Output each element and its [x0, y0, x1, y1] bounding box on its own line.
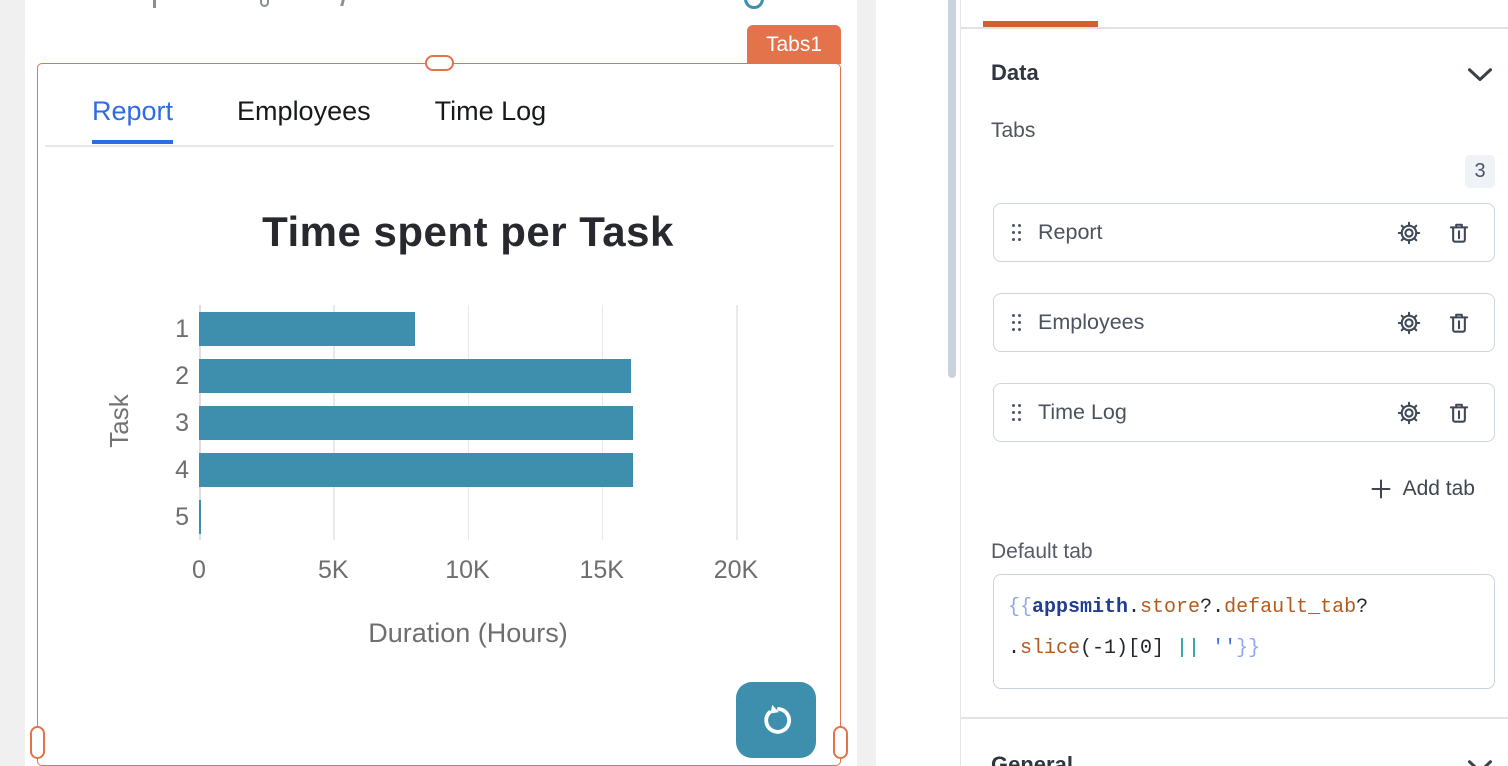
drag-handle-icon[interactable]: [1010, 312, 1023, 334]
chart-title: Time spent per Task: [262, 208, 674, 255]
code-token: .: [1128, 596, 1141, 619]
bar[interactable]: [199, 311, 416, 346]
code-token: [1200, 637, 1212, 660]
x-axis-tick-label: 5K: [317, 556, 349, 584]
bar[interactable]: [199, 499, 201, 534]
resize-handle-bottom-right[interactable]: [833, 726, 848, 759]
resize-handle-bottom-left[interactable]: [30, 726, 45, 759]
add-tab-button[interactable]: Add tab: [1371, 477, 1475, 501]
chart-y-axis-label: Task: [104, 394, 134, 448]
y-axis-category-label: 4: [175, 455, 189, 484]
chart-plot-area: 0 5K 10K 15K 20K 1 2 3 4 5: [175, 305, 758, 584]
x-axis-tick-label: 10K: [445, 556, 490, 584]
x-axis-tick-label: 0: [192, 556, 206, 584]
tab-item-label: Report: [1038, 220, 1103, 244]
gear-icon[interactable]: [1396, 220, 1422, 246]
section-separator: [961, 717, 1508, 719]
tab-item-label: Time Log: [1038, 400, 1127, 424]
general-section-header[interactable]: General: [991, 752, 1073, 766]
resize-handle-top[interactable]: [425, 55, 454, 71]
clipped-text-fragment: [340, 0, 345, 6]
x-axis-tick-label: 20K: [713, 556, 759, 584]
default-tab-code-input[interactable]: {{appsmith.store?.default_tab? .slice(-1…: [993, 574, 1495, 689]
chart-x-axis-label: Duration (Hours): [368, 618, 568, 648]
gear-icon[interactable]: [1396, 310, 1422, 336]
widget-tab-employees[interactable]: Employees: [237, 96, 371, 126]
code-token: slice: [1020, 637, 1081, 660]
x-axis-tick-label: 15K: [579, 556, 624, 584]
y-axis-category-label: 1: [175, 314, 189, 343]
vertical-scrollbar[interactable]: [948, 0, 956, 378]
trash-icon[interactable]: [1446, 310, 1472, 336]
y-axis-category-label: 2: [175, 361, 189, 390]
clipped-text-fragment: [260, 0, 269, 7]
drag-handle-icon[interactable]: [1010, 222, 1023, 244]
clipped-refresh-icon: [742, 0, 768, 14]
chevron-down-icon[interactable]: [1468, 65, 1492, 85]
refresh-button[interactable]: [736, 682, 816, 758]
drag-handle-icon[interactable]: [1010, 402, 1023, 424]
data-section-header[interactable]: Data: [991, 60, 1039, 85]
widget-name-tag[interactable]: Tabs1: [747, 25, 841, 64]
default-tab-field-label: Default tab: [991, 540, 1093, 563]
bar-row: 3: [175, 405, 633, 440]
gear-icon[interactable]: [1396, 400, 1422, 426]
bar[interactable]: [199, 405, 633, 440]
y-axis-category-label: 5: [175, 502, 189, 531]
bar-row: 1: [175, 311, 416, 346]
tabs-field-label: Tabs: [991, 119, 1036, 142]
bar-row: 5: [175, 499, 201, 534]
trash-icon[interactable]: [1446, 400, 1472, 426]
code-token: .: [1008, 637, 1021, 660]
widget-tab-timelog[interactable]: Time Log: [434, 96, 547, 126]
code-token: ||: [1176, 637, 1201, 660]
code-token: appsmith: [1032, 596, 1129, 619]
clipped-text-fragment: [153, 0, 156, 8]
tab-item-report[interactable]: Report: [993, 203, 1495, 262]
code-token: }}: [1236, 637, 1261, 660]
code-token: {{: [1008, 596, 1033, 619]
tabs-count-badge: 3: [1465, 155, 1495, 188]
bar-row: 2: [175, 358, 632, 393]
code-token: store: [1140, 596, 1201, 619]
chevron-down-icon[interactable]: [1468, 757, 1492, 766]
canvas-left-gutter: [0, 0, 25, 766]
refresh-icon: [764, 704, 792, 734]
widget-tab-report[interactable]: Report: [92, 96, 174, 144]
code-token: ?.: [1200, 596, 1225, 619]
pane-tab-divider: [961, 27, 1508, 29]
chart-gridline: [736, 305, 738, 540]
tab-bar-divider: [45, 145, 834, 147]
trash-icon[interactable]: [1446, 220, 1472, 246]
add-tab-label: Add tab: [1402, 477, 1475, 500]
tab-item-employees[interactable]: Employees: [993, 293, 1495, 352]
code-token: ?: [1356, 596, 1369, 619]
y-axis-category-label: 3: [175, 408, 189, 437]
bar-row: 4: [175, 452, 633, 487]
canvas-right-gutter: [857, 0, 876, 766]
code-token: (-1)[0]: [1080, 637, 1177, 660]
bar[interactable]: [199, 358, 632, 393]
tab-item-label: Employees: [1038, 310, 1145, 334]
code-token: '': [1212, 637, 1237, 660]
code-token: default_tab: [1224, 596, 1357, 619]
property-pane: Data Tabs 3 Report: [960, 0, 1508, 766]
active-pane-tab-indicator: [983, 21, 1098, 27]
widget-tab-bar: Report Employees Time Log: [92, 96, 546, 144]
bar[interactable]: [199, 452, 633, 487]
tab-item-timelog[interactable]: Time Log: [993, 383, 1495, 442]
plus-icon: [1371, 479, 1391, 499]
